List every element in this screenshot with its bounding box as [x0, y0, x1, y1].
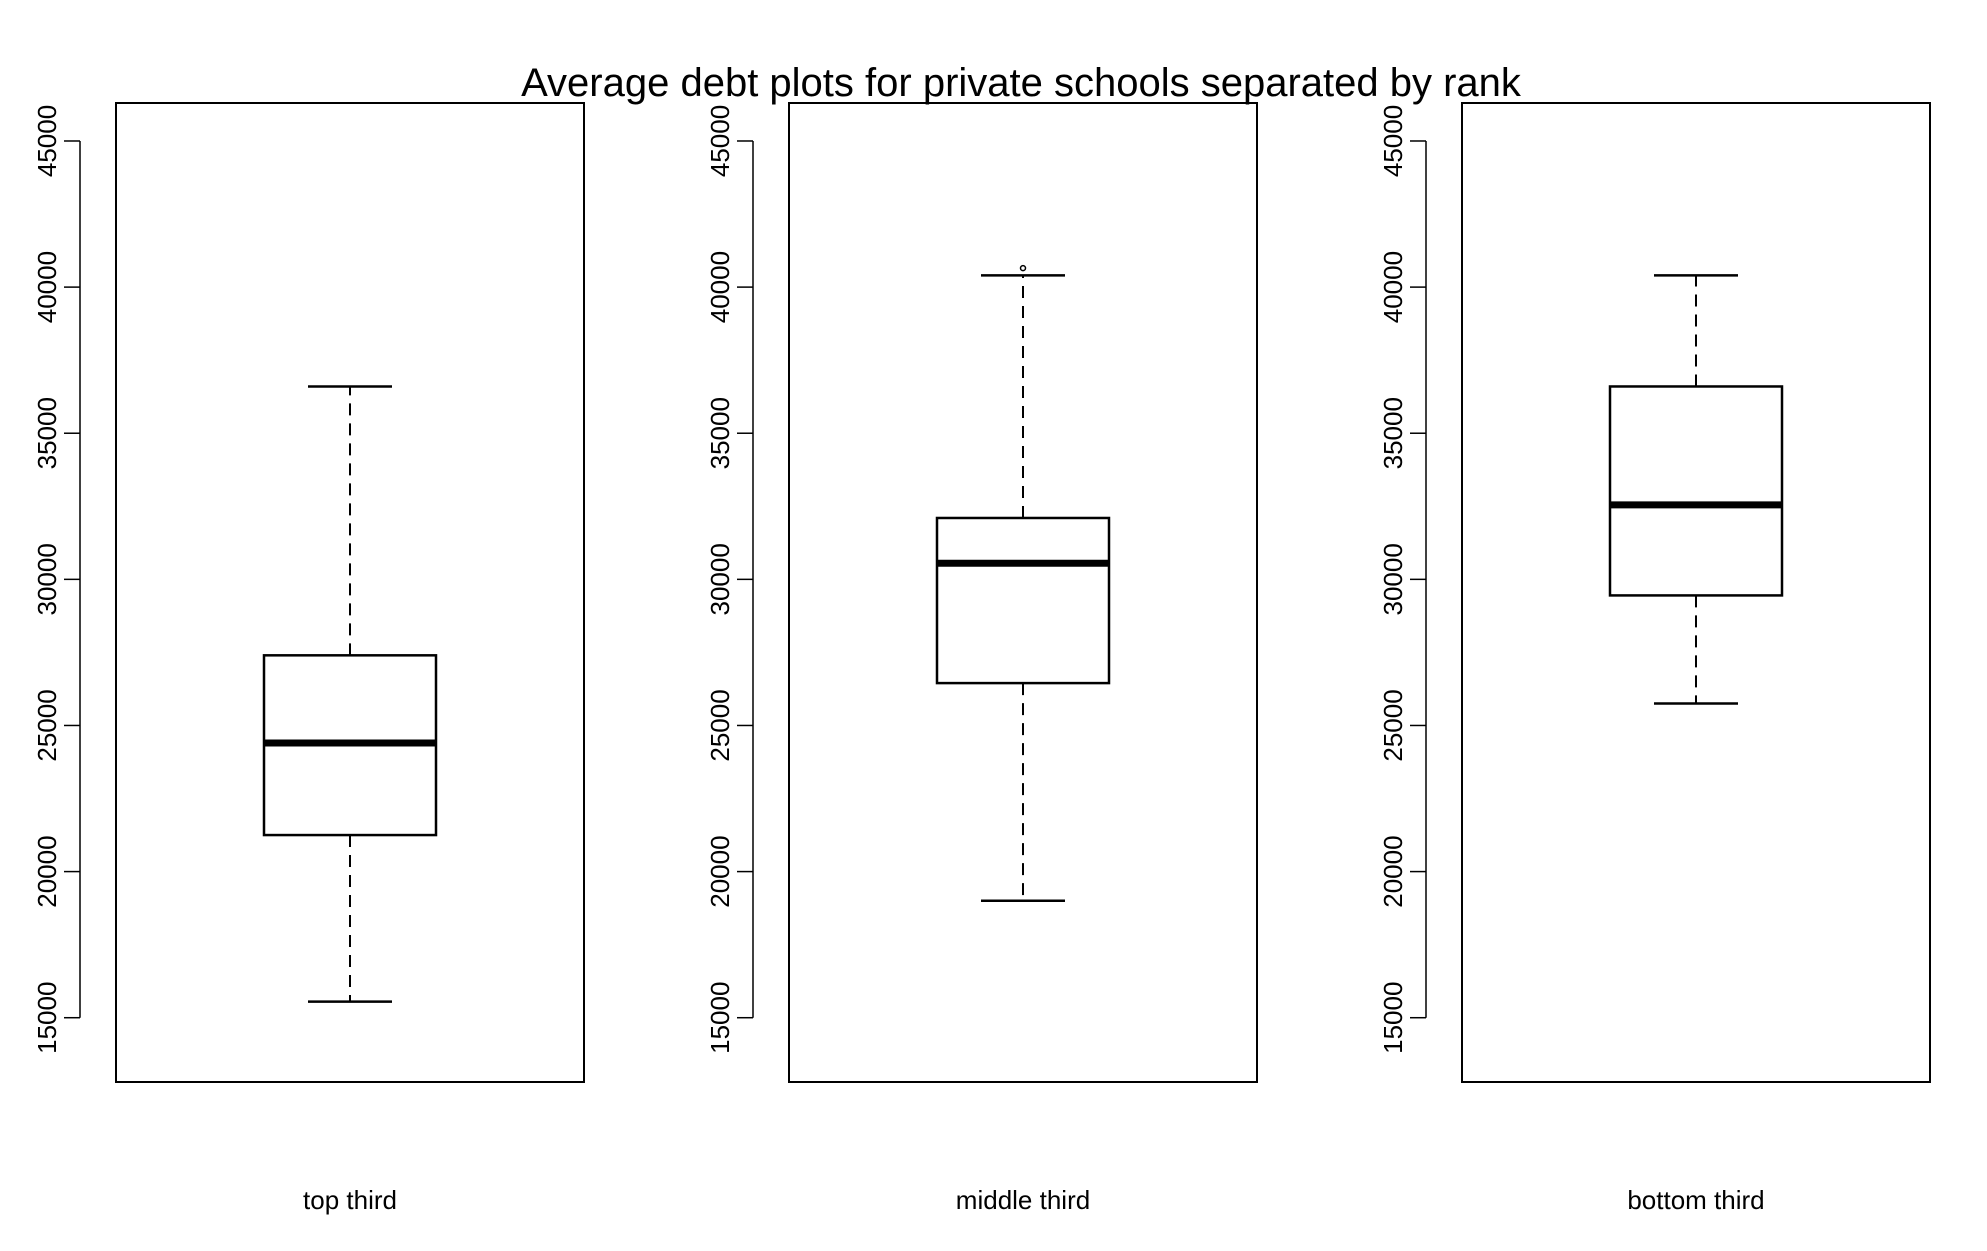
y-tick-label: 25000 — [705, 689, 735, 761]
y-tick-label: 15000 — [1378, 982, 1408, 1054]
y-tick-label: 30000 — [1378, 543, 1408, 615]
chart-title: Average debt plots for private schools s… — [521, 61, 1522, 105]
iqr-box — [1608, 385, 1784, 597]
y-tick-label: 30000 — [32, 543, 62, 615]
y-tick-label: 40000 — [1378, 251, 1408, 323]
y-tick-label: 20000 — [1378, 835, 1408, 907]
x-category-label: top third — [303, 1185, 397, 1215]
y-tick-label: 15000 — [32, 982, 62, 1054]
panel-middle-third: 15000 20000 25000 30000 35000 40000 45000 middl… — [705, 102, 1258, 1215]
y-tick-label: 45000 — [1378, 105, 1408, 177]
panel-bottom-third: 15000 20000 25000 30000 35000 40000 45000 botto… — [1378, 102, 1931, 1215]
plot-frame — [788, 102, 1258, 1083]
y-tick-label: 35000 — [705, 397, 735, 469]
iqr-box — [935, 516, 1111, 685]
plot-frame — [115, 102, 585, 1083]
x-category-label: bottom third — [1627, 1185, 1764, 1215]
x-category-label: middle third — [956, 1185, 1090, 1215]
y-tick-label: 35000 — [1378, 397, 1408, 469]
y-tick-label: 35000 — [32, 397, 62, 469]
panel-top-third: 15000 20000 25000 30000 35000 40000 45000 top t… — [32, 102, 585, 1215]
plot-frame — [1461, 102, 1931, 1083]
y-tick-label: 45000 — [32, 105, 62, 177]
y-tick-label: 25000 — [1378, 689, 1408, 761]
y-tick-label: 45000 — [705, 105, 735, 177]
y-tick-label: 40000 — [32, 251, 62, 323]
y-tick-label: 15000 — [705, 982, 735, 1054]
y-tick-label: 20000 — [705, 835, 735, 907]
y-tick-label: 30000 — [705, 543, 735, 615]
y-tick-label: 25000 — [32, 689, 62, 761]
y-tick-label: 40000 — [705, 251, 735, 323]
outlier-point — [1019, 264, 1027, 272]
y-tick-label: 20000 — [32, 835, 62, 907]
